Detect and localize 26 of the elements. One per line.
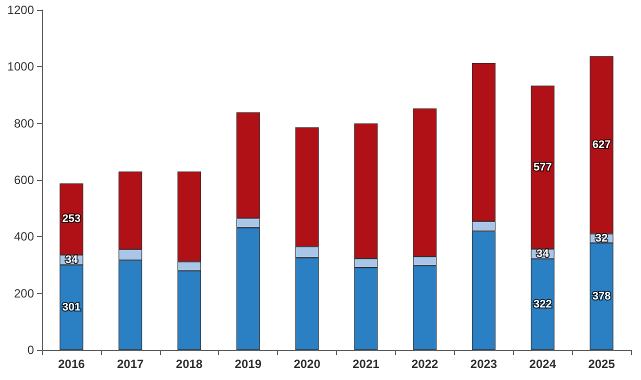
y-tick-label: 800	[14, 116, 34, 130]
data-label: 322	[533, 298, 552, 310]
x-tick-label: 2020	[294, 357, 321, 371]
data-label: 32	[595, 232, 608, 244]
data-label: 627	[592, 139, 611, 152]
x-tick-label: 2016	[58, 357, 86, 371]
x-tick-label: 2018	[176, 357, 203, 371]
data-label: 34	[65, 254, 78, 266]
y-tick-label: 200	[14, 286, 34, 300]
data-label: 253	[62, 213, 81, 226]
data-label: 378	[592, 290, 611, 302]
x-tick-label: 2019	[234, 357, 262, 371]
data-label: 34	[536, 248, 550, 260]
x-tick-label: 2023	[470, 357, 498, 371]
y-tick-label: 400	[14, 230, 34, 244]
y-tick-label: 1200	[7, 3, 34, 17]
y-tick-label: 0	[27, 343, 34, 357]
x-tick-label: 2017	[117, 357, 144, 371]
x-tick-label: 2021	[352, 357, 380, 371]
data-label: 301	[62, 301, 81, 314]
y-tick-label: 1000	[7, 60, 34, 74]
data-label: 577	[533, 161, 552, 174]
x-tick-label: 2025	[588, 357, 616, 371]
y-tick-label: 600	[14, 173, 34, 187]
x-tick-label: 2022	[412, 357, 439, 371]
x-tick-label: 2024	[529, 357, 556, 371]
